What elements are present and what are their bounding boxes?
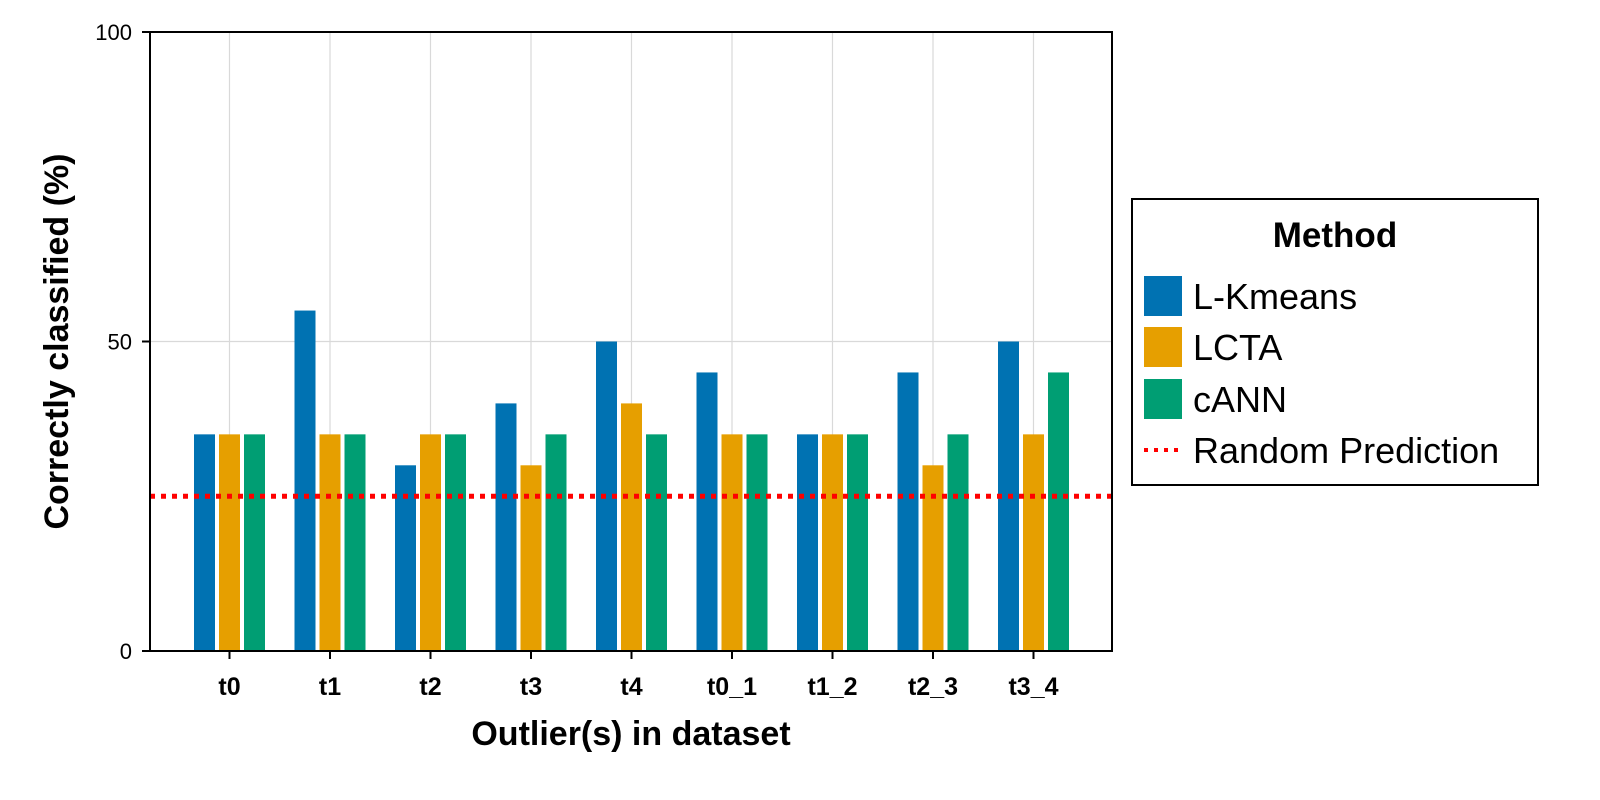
- bar: [621, 403, 642, 651]
- bar: [897, 372, 919, 651]
- x-tick-label: t1_2: [807, 673, 857, 701]
- bar: [219, 434, 240, 651]
- x-axis-ticks: t0 t1 t2 t3 t4 t0_1 t1_2 t2_3 t3_4: [218, 651, 1059, 701]
- bar: [244, 434, 265, 651]
- x-axis-title: Outlier(s) in dataset: [471, 715, 790, 753]
- bar: [395, 465, 416, 651]
- x-tick-label: t2_3: [908, 673, 958, 701]
- legend-title: Method: [1273, 216, 1397, 255]
- bars: [194, 310, 1069, 651]
- bar: [445, 434, 466, 651]
- bar: [194, 434, 215, 651]
- bar: [420, 434, 441, 651]
- bar: [294, 310, 316, 651]
- x-tick-label: t0_1: [707, 673, 757, 701]
- legend-items: L-Kmeans LCTA cANN Random Prediction: [1144, 276, 1499, 471]
- y-tick-label: 50: [108, 330, 132, 355]
- bar: [520, 465, 542, 651]
- legend-swatch: [1144, 276, 1182, 316]
- x-tick-label: t1: [319, 673, 341, 701]
- bar: [847, 434, 868, 651]
- y-axis-title: Correctly classified (%): [38, 153, 76, 529]
- x-tick-label: t3_4: [1008, 673, 1058, 701]
- bar: [922, 465, 944, 651]
- y-tick-label: 0: [120, 639, 132, 664]
- x-tick-label: t4: [620, 673, 642, 701]
- legend: Method L-Kmeans LCTA cANN Random Prediction: [1131, 198, 1539, 486]
- bar: [1023, 434, 1044, 651]
- legend-swatch: [1144, 327, 1182, 367]
- legend-box: [1131, 198, 1539, 486]
- bar: [319, 434, 341, 651]
- y-tick-label: 100: [95, 20, 132, 45]
- bar: [1048, 372, 1069, 651]
- x-tick-label: t3: [520, 673, 542, 701]
- legend-label: cANN: [1193, 379, 1287, 420]
- bar: [822, 434, 843, 651]
- bar: [495, 403, 517, 651]
- x-tick-label: t2: [419, 673, 441, 701]
- bar: [797, 434, 818, 651]
- x-tick-label: t0: [218, 673, 240, 701]
- legend-swatch: [1144, 379, 1182, 419]
- legend-label: LCTA: [1193, 327, 1282, 368]
- legend-label: Random Prediction: [1193, 430, 1499, 471]
- bar: [596, 341, 617, 651]
- bar: [545, 434, 567, 651]
- legend-label: L-Kmeans: [1193, 276, 1357, 317]
- bar: [721, 434, 743, 651]
- bar: [947, 434, 969, 651]
- bar: [646, 434, 667, 651]
- bar: [696, 372, 718, 651]
- bar: [344, 434, 366, 651]
- bar: [746, 434, 768, 651]
- y-axis-ticks: 0 50 100: [95, 20, 150, 664]
